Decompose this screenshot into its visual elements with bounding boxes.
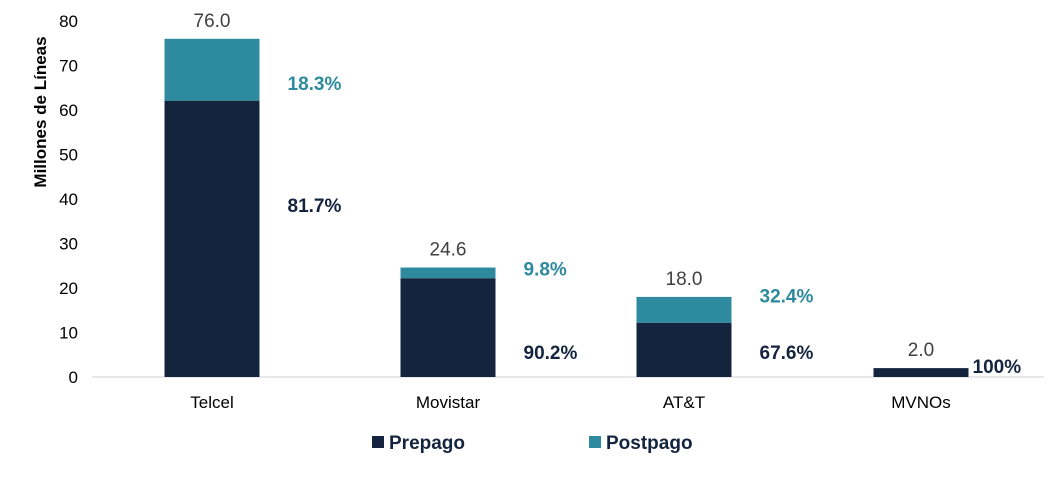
x-tick-label: Telcel (190, 393, 233, 412)
x-tick-labels: Telcel Movistar AT&T MVNOs (190, 393, 950, 412)
total-label: 76.0 (194, 11, 231, 32)
share-label-prepago: 100% (973, 357, 1022, 378)
bar-prepago (636, 322, 732, 377)
y-tick-label: 80 (59, 12, 78, 31)
y-axis-title: Millones de Líneas (31, 36, 50, 187)
y-tick-label: 50 (59, 146, 78, 165)
y-tick-label: 30 (59, 235, 78, 254)
legend-item-postpago[interactable]: Postpago (589, 433, 693, 454)
y-axis: 0 10 20 30 40 50 60 70 80 (59, 12, 78, 387)
legend-label-postpago: Postpago (606, 433, 693, 454)
y-tick-label: 60 (59, 101, 78, 120)
bars-group (164, 38, 969, 377)
legend-item-prepago[interactable]: Prepago (372, 433, 465, 454)
total-label: 24.6 (430, 240, 467, 261)
legend: Prepago Postpago (372, 433, 693, 454)
bar-prepago (164, 100, 260, 377)
share-label-postpago: 9.8% (524, 259, 567, 280)
bar-postpago (400, 267, 496, 279)
bar-prepago (400, 278, 496, 377)
share-label-prepago: 90.2% (524, 343, 578, 364)
labels-group: 76.0 81.7% 18.3% 24.6 90.2% 9.8% 18.0 67.6% 32.4… (194, 11, 1022, 378)
bar-postpago (164, 38, 260, 101)
y-tick-label: 20 (59, 279, 78, 298)
share-label-postpago: 18.3% (288, 74, 342, 95)
y-tick-label: 10 (59, 324, 78, 343)
y-tick-label: 70 (59, 57, 78, 76)
share-label-prepago: 67.6% (760, 343, 814, 364)
legend-swatch-postpago (589, 436, 601, 448)
x-tick-label: Movistar (416, 393, 481, 412)
bar-postpago (636, 296, 732, 323)
y-tick-label: 0 (69, 368, 78, 387)
y-tick-label: 40 (59, 190, 78, 209)
bar-prepago (873, 368, 969, 377)
x-tick-label: AT&T (663, 393, 705, 412)
total-label: 18.0 (666, 269, 703, 290)
total-label: 2.0 (908, 340, 934, 361)
share-label-prepago: 81.7% (288, 196, 342, 217)
legend-swatch-prepago (372, 436, 384, 448)
legend-label-prepago: Prepago (389, 433, 465, 454)
share-label-postpago: 32.4% (760, 287, 814, 308)
x-tick-label: MVNOs (891, 393, 951, 412)
